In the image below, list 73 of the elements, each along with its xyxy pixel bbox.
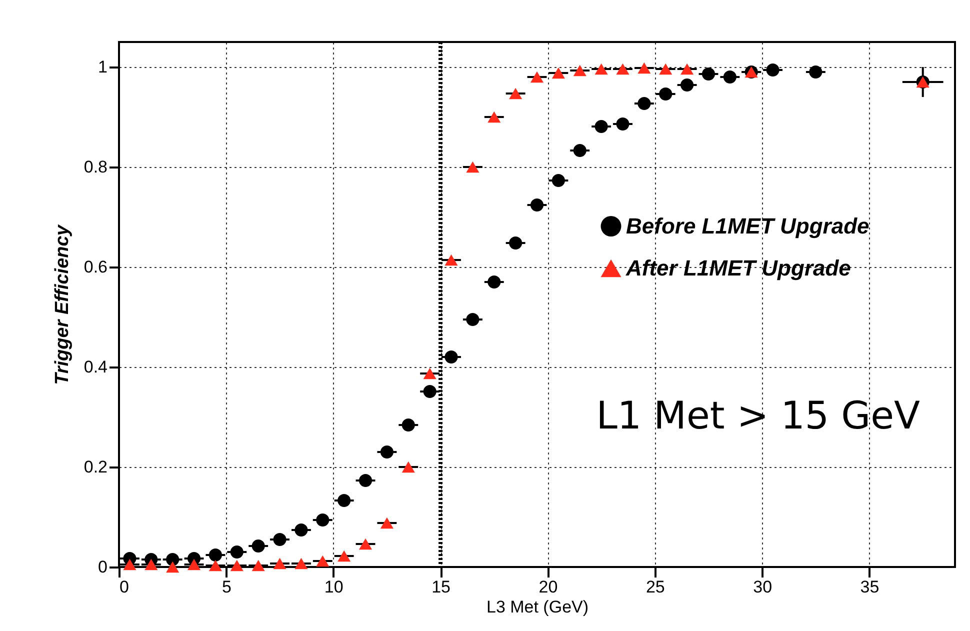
- point: [166, 561, 180, 573]
- point: [230, 545, 244, 559]
- point: [530, 198, 544, 212]
- y-tick-label: 0.4: [84, 358, 108, 376]
- x-tick-label: 5: [222, 578, 232, 596]
- point: [552, 67, 565, 79]
- y-axis-title: Trigger Efficiency: [52, 224, 73, 385]
- point: [723, 70, 736, 84]
- point: [423, 384, 436, 398]
- point: [509, 88, 522, 100]
- point: [488, 275, 501, 289]
- point: [573, 144, 586, 158]
- point: [616, 63, 630, 75]
- point: [444, 350, 458, 364]
- point: [594, 63, 608, 75]
- y-tick-label: 0.8: [84, 158, 108, 176]
- y-tick-label: 0.2: [84, 458, 108, 476]
- point: [380, 445, 394, 459]
- point: [573, 64, 586, 76]
- annotation: L1 Met > 15 GeV: [596, 393, 920, 438]
- point: [594, 120, 608, 134]
- y-tick-label: 1: [98, 58, 108, 76]
- point: [358, 538, 372, 550]
- point: [252, 539, 265, 553]
- point: [316, 513, 330, 527]
- point: [659, 87, 672, 101]
- point: [616, 117, 630, 131]
- x-tick-label: 15: [432, 578, 450, 596]
- point: [273, 532, 286, 546]
- point: [402, 461, 415, 473]
- x-tick-label: 10: [324, 578, 344, 596]
- x-tick-label: 30: [753, 578, 772, 596]
- point: [294, 523, 308, 537]
- point: [680, 78, 694, 92]
- point: [316, 555, 330, 567]
- point: [444, 254, 458, 266]
- point: [338, 550, 351, 562]
- x-tick-label: 35: [860, 578, 880, 596]
- point: [423, 368, 436, 380]
- x-tick-label: 0: [120, 578, 129, 596]
- point: [509, 236, 522, 250]
- y-tick-label: 0: [98, 558, 108, 576]
- point: [123, 558, 136, 570]
- point: [552, 174, 565, 188]
- y-tick-label: 0.6: [84, 258, 108, 276]
- point: [680, 63, 694, 75]
- point: [702, 67, 716, 81]
- point: [208, 548, 222, 562]
- legend-label: After L1MET Upgrade: [625, 255, 851, 280]
- legend-label: Before L1MET Upgrade: [626, 213, 870, 238]
- point: [252, 560, 265, 572]
- point: [659, 63, 672, 75]
- point: [273, 558, 286, 570]
- x-tick-label: 20: [538, 578, 558, 596]
- point: [466, 161, 480, 173]
- point: [294, 558, 308, 570]
- point: [230, 560, 244, 572]
- x-axis-title: L3 Met (GeV): [486, 598, 589, 616]
- point: [358, 474, 372, 488]
- point: [188, 558, 201, 570]
- point: [466, 312, 480, 326]
- point: [638, 96, 651, 110]
- point: [488, 111, 501, 123]
- point: [402, 418, 415, 432]
- point: [638, 62, 651, 74]
- point: [766, 63, 780, 77]
- point: [380, 517, 394, 529]
- point: [809, 65, 822, 79]
- point: [530, 71, 544, 83]
- point: [338, 494, 351, 508]
- x-tick-label: 25: [646, 578, 665, 596]
- point: [208, 560, 222, 572]
- point: [166, 552, 180, 566]
